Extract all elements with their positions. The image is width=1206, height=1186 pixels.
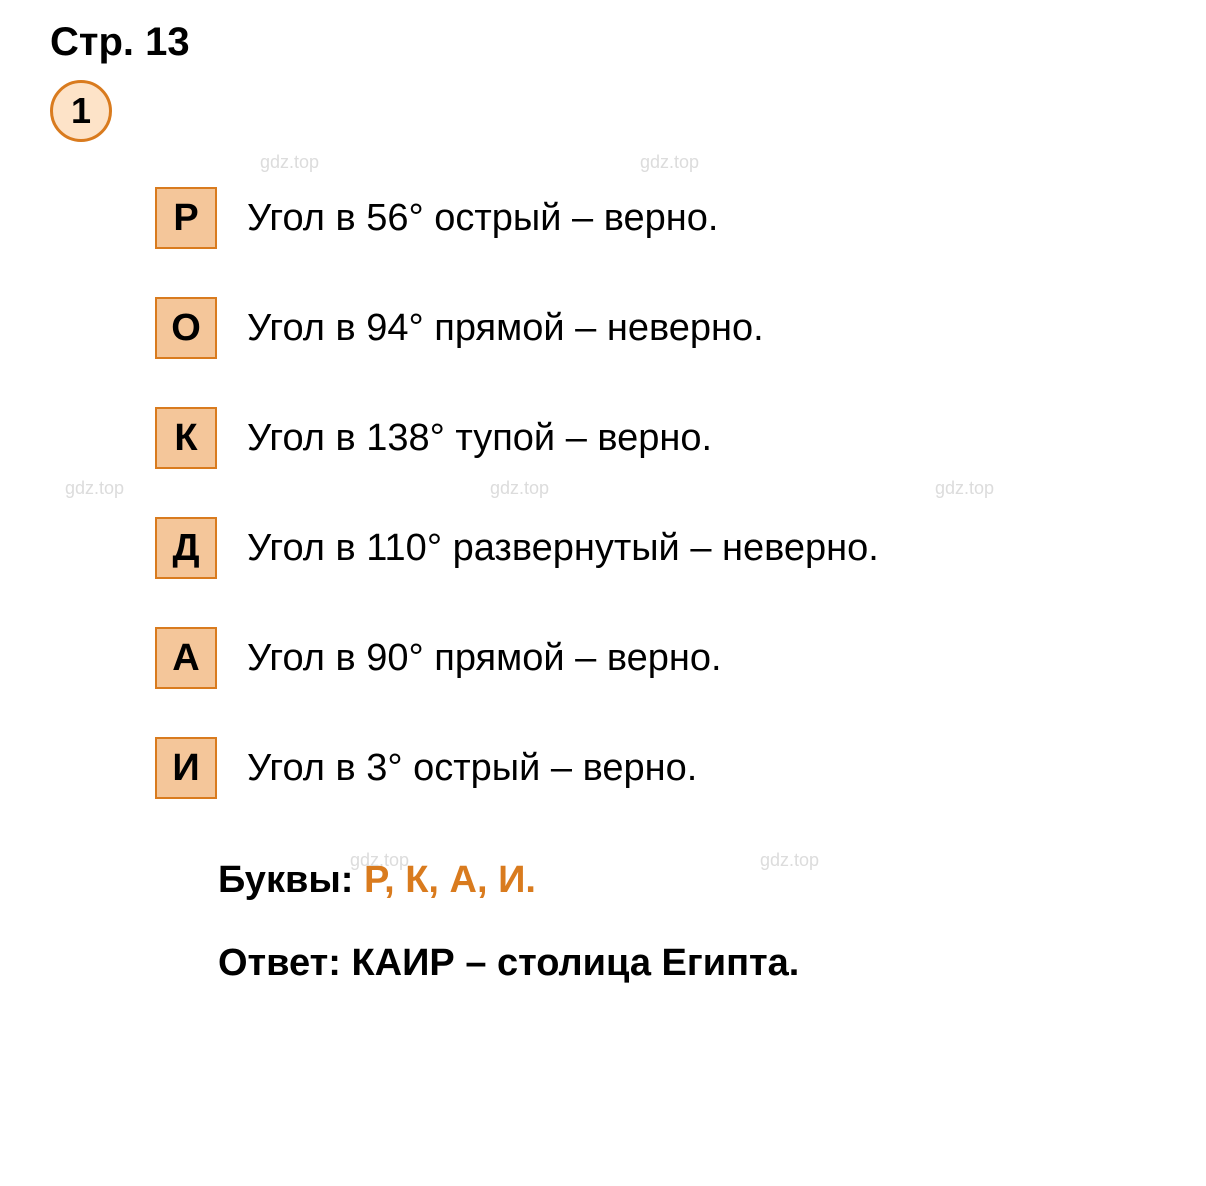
letter-box: И [155, 737, 217, 799]
letter-box: Р [155, 187, 217, 249]
exercise-number-badge: 1 [50, 80, 112, 142]
letters-line: Буквы: Р, К, А, И. [218, 859, 1166, 902]
items-container: Р Угол в 56° острый – верно. О Угол в 94… [155, 187, 1166, 799]
page-header: Стр. 13 [50, 20, 1166, 65]
letter-box: О [155, 297, 217, 359]
item-row: Р Угол в 56° острый – верно. [155, 187, 1166, 249]
watermark: gdz.top [640, 152, 699, 173]
statement-text: Угол в 56° острый – верно. [247, 197, 718, 240]
watermark: gdz.top [65, 478, 124, 499]
answer-line: Ответ: КАИР – столица Египта. [218, 942, 1166, 985]
statement-text: Угол в 90° прямой – верно. [247, 637, 722, 680]
item-row: Д Угол в 110° развернутый – неверно. [155, 517, 1166, 579]
letter-box: А [155, 627, 217, 689]
letter-box: К [155, 407, 217, 469]
item-row: К Угол в 138° тупой – верно. [155, 407, 1166, 469]
statement-text: Угол в 3° острый – верно. [247, 747, 697, 790]
letters-label: Буквы: [218, 859, 364, 901]
item-row: И Угол в 3° острый – верно. [155, 737, 1166, 799]
item-row: А Угол в 90° прямой – верно. [155, 627, 1166, 689]
letters-value: Р, К, А, И. [364, 859, 536, 901]
statement-text: Угол в 94° прямой – неверно. [247, 307, 764, 350]
item-row: О Угол в 94° прямой – неверно. [155, 297, 1166, 359]
statement-text: Угол в 110° развернутый – неверно. [247, 527, 879, 570]
statement-text: Угол в 138° тупой – верно. [247, 417, 712, 460]
watermark: gdz.top [260, 152, 319, 173]
letter-box: Д [155, 517, 217, 579]
